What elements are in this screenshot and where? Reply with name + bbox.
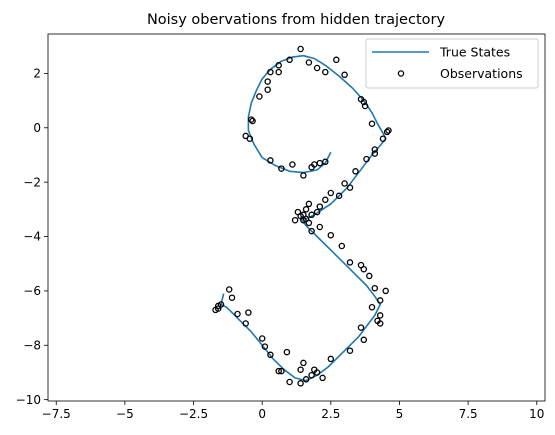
- observation-point: [369, 121, 374, 126]
- observation-point: [367, 273, 372, 278]
- observation-point: [320, 375, 325, 380]
- observation-point: [298, 46, 303, 51]
- observation-point: [306, 220, 311, 225]
- x-tick-label: −5: [116, 407, 134, 421]
- observation-point: [328, 233, 333, 238]
- observation-point: [334, 57, 339, 62]
- x-tick-label: 5: [396, 407, 404, 421]
- y-tick-label: −6: [23, 284, 41, 298]
- y-tick-label: −4: [23, 230, 41, 244]
- observation-point: [298, 367, 303, 372]
- observation-point: [306, 60, 311, 65]
- observation-point: [323, 197, 328, 202]
- y-tick-label: −10: [16, 393, 41, 407]
- observation-point: [290, 162, 295, 167]
- x-tick-label: 0: [258, 407, 266, 421]
- observation-point: [372, 286, 377, 291]
- x-tick-label: 2.5: [321, 407, 340, 421]
- observation-point: [306, 201, 311, 206]
- observation-point: [339, 243, 344, 248]
- observation-point: [317, 204, 322, 209]
- x-tick-label: 10: [529, 407, 544, 421]
- observation-point: [317, 161, 322, 166]
- observation-point: [265, 87, 270, 92]
- observation-point: [342, 181, 347, 186]
- x-tick-label: −7.5: [42, 407, 71, 421]
- observation-point: [246, 310, 251, 315]
- observation-point: [301, 360, 306, 365]
- observation-point: [358, 325, 363, 330]
- observation-point: [276, 70, 281, 75]
- observation-point: [235, 311, 240, 316]
- observation-point: [378, 313, 383, 318]
- chart-title: Noisy obervations from hidden trajectory: [147, 12, 446, 28]
- observation-point: [260, 336, 265, 341]
- observation-point: [353, 169, 358, 174]
- observation-point: [315, 65, 320, 70]
- observation-point: [265, 79, 270, 84]
- observation-point: [298, 381, 303, 386]
- x-tick-label: −2.5: [179, 407, 208, 421]
- observation-point: [229, 295, 234, 300]
- y-tick-label: −8: [23, 338, 41, 352]
- observation-point: [328, 356, 333, 361]
- observation-point: [342, 72, 347, 77]
- observation-point: [361, 267, 366, 272]
- plot-area: −7.5 −5 −2.5 0 2.5 5 7.5 10 −10 −8 −6 −4 −2 0 2: [16, 34, 545, 421]
- observation-point: [361, 337, 366, 342]
- observation-point: [227, 287, 232, 292]
- x-tick-label: 7.5: [459, 407, 478, 421]
- observation-point: [257, 94, 262, 99]
- observation-point: [304, 207, 309, 212]
- legend-label-observations: Observations: [440, 66, 523, 81]
- observation-point: [293, 218, 298, 223]
- observation-point: [295, 210, 300, 215]
- observation-point: [347, 260, 352, 265]
- y-tick-label: 0: [33, 121, 41, 135]
- legend: True States Observations: [366, 39, 538, 88]
- observation-point: [323, 70, 328, 75]
- observation-point: [369, 305, 374, 310]
- observation-point: [284, 350, 289, 355]
- observation-point: [287, 379, 292, 384]
- observation-point: [328, 190, 333, 195]
- observation-point: [317, 224, 322, 229]
- observation-point: [301, 173, 306, 178]
- observation-point: [347, 348, 352, 353]
- y-tick-label: 2: [33, 67, 41, 81]
- legend-label-true-states: True States: [439, 45, 510, 60]
- y-tick-label: −2: [23, 175, 41, 189]
- observation-point: [383, 288, 388, 293]
